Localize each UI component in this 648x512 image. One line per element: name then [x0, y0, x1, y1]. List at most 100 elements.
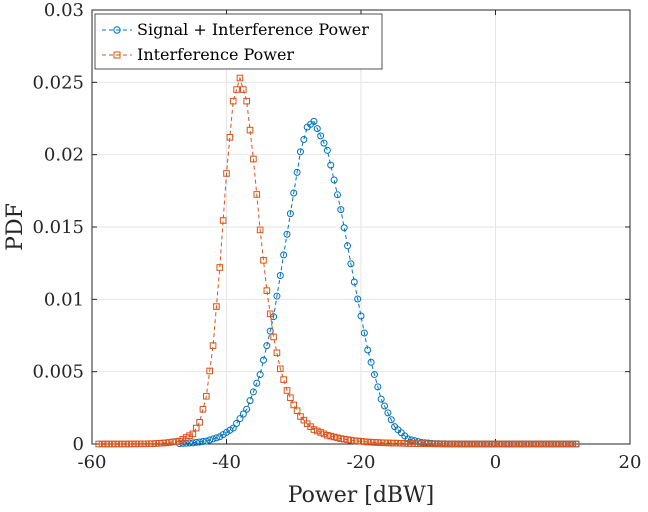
data-point-marker: [566, 440, 573, 448]
data-point-marker: [286, 210, 294, 218]
data-point-marker: [515, 440, 523, 448]
data-point-marker: [407, 436, 415, 444]
y-tick-label: 0.02: [44, 145, 84, 166]
data-point-marker: [398, 439, 405, 447]
data-point-marker: [182, 434, 190, 441]
data-point-marker: [448, 440, 456, 448]
series-0: [175, 117, 580, 448]
data-point-marker: [485, 440, 493, 448]
data-point-marker: [243, 405, 251, 413]
data-point-marker: [118, 440, 126, 448]
data-point-marker: [350, 437, 358, 444]
data-point-marker: [296, 148, 304, 156]
data-point-marker: [320, 430, 328, 438]
data-point-marker: [421, 440, 429, 448]
data-point-marker: [276, 271, 284, 279]
data-point-marker: [98, 440, 106, 448]
data-point-marker: [317, 429, 324, 436]
data-point-marker: [283, 230, 291, 238]
data-point-marker: [125, 440, 133, 448]
data-point-marker: [172, 438, 180, 445]
data-point-marker: [270, 333, 277, 341]
data-point-marker: [468, 440, 476, 448]
data-point-marker: [145, 440, 153, 448]
data-point-marker: [340, 224, 348, 232]
grid-lines: [91, 9, 631, 445]
data-point-marker: [371, 439, 378, 446]
data-point-marker: [256, 226, 264, 234]
data-point-marker: [374, 383, 382, 391]
data-point-marker: [149, 440, 156, 448]
legend-label-interference: Interference Power: [137, 45, 294, 64]
data-point-marker: [367, 358, 375, 366]
data-point-marker: [206, 436, 214, 444]
data-point-marker: [202, 437, 210, 445]
data-point-marker: [344, 436, 351, 443]
legend-entry-signal-interference: Signal + Interference Power: [102, 20, 369, 39]
data-point-marker: [361, 438, 368, 445]
data-point-marker: [293, 407, 301, 415]
legend[interactable]: Signal + Interference Power Interference…: [94, 13, 383, 70]
data-point-marker: [310, 426, 318, 433]
data-point-marker: [472, 440, 479, 448]
data-point-marker: [529, 440, 536, 448]
legend-square-marker-icon: [113, 51, 121, 59]
data-point-marker: [280, 376, 287, 383]
data-point-marker: [357, 438, 365, 445]
data-point-marker: [219, 217, 227, 224]
data-point-marker: [350, 278, 358, 286]
data-point-marker: [142, 440, 150, 448]
data-point-marker: [243, 97, 250, 105]
data-point-marker: [300, 416, 308, 424]
data-point-marker: [337, 206, 345, 214]
data-point-marker: [108, 440, 116, 448]
data-point-marker: [155, 439, 163, 447]
data-point-marker: [562, 440, 570, 448]
legend-label-signal-interference: Signal + Interference Power: [137, 20, 369, 39]
data-point-marker: [391, 439, 398, 447]
data-point-marker: [367, 438, 375, 446]
data-point-marker: [105, 440, 113, 448]
data-point-marker: [492, 440, 499, 448]
x-tick-label: -40: [212, 452, 241, 473]
x-tick-label: -20: [347, 452, 376, 473]
data-point-marker: [330, 176, 338, 184]
data-point-marker: [196, 438, 204, 446]
data-point-marker: [246, 397, 254, 405]
data-point-marker: [458, 440, 466, 448]
data-point-marker: [129, 440, 136, 448]
data-point-marker: [209, 435, 217, 443]
data-point-marker: [297, 413, 304, 420]
data-point-marker: [273, 292, 281, 300]
data-point-marker: [287, 394, 294, 402]
data-point-marker: [246, 126, 254, 134]
data-point-marker: [364, 438, 372, 446]
data-point-marker: [139, 440, 146, 448]
data-point-marker: [196, 419, 203, 426]
data-point-marker: [414, 440, 422, 447]
data-point-marker: [374, 439, 382, 446]
data-point-marker: [259, 356, 267, 364]
data-point-marker: [317, 132, 325, 140]
data-point-marker: [260, 256, 267, 264]
data-point-marker: [519, 440, 526, 448]
data-point-marker: [176, 437, 183, 445]
legend-circle-marker-icon: [113, 26, 121, 34]
data-point-marker: [102, 440, 109, 448]
data-point-marker: [431, 440, 439, 448]
data-point-marker: [546, 440, 553, 448]
data-point-marker: [505, 440, 513, 448]
data-point-marker: [135, 440, 143, 448]
series-1: [95, 74, 580, 448]
y-tick-label: 0: [73, 434, 84, 455]
data-point-marker: [209, 342, 217, 349]
x-axis-label: Power [dBW]: [288, 483, 435, 508]
data-point-marker: [162, 439, 170, 447]
data-point-marker: [313, 427, 321, 435]
y-tick-label: 0.015: [32, 217, 84, 238]
data-point-marker: [344, 242, 352, 250]
data-point-marker: [239, 410, 247, 418]
data-point-marker: [384, 409, 392, 417]
data-point-marker: [212, 434, 220, 442]
data-point-marker: [152, 440, 160, 447]
